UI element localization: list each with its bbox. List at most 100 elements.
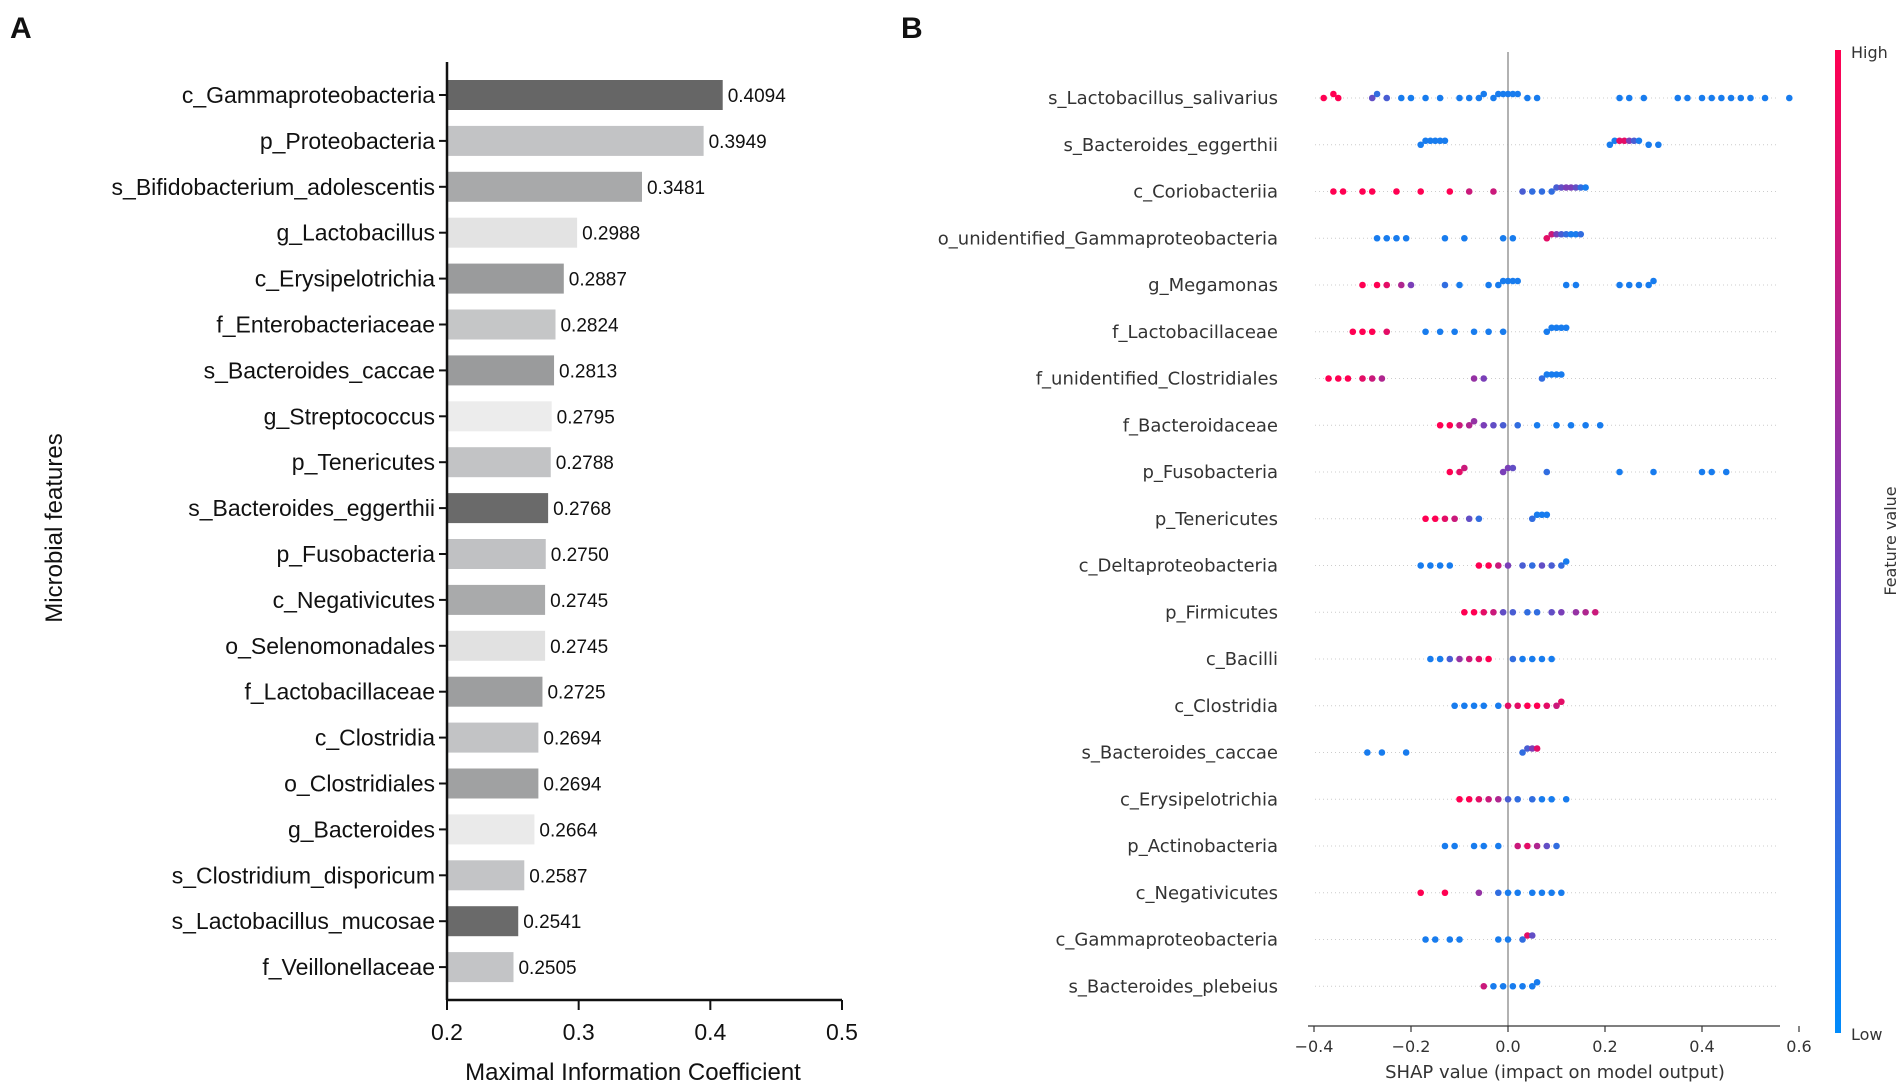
- x-tick-label: 0.0: [1495, 1037, 1520, 1056]
- shap-point: [1524, 932, 1531, 939]
- value-label: 0.2788: [556, 453, 614, 474]
- shap-point: [1558, 230, 1565, 238]
- shap-point: [1616, 281, 1623, 289]
- shap-point: [1645, 141, 1652, 149]
- shap-point: [1504, 936, 1512, 943]
- value-label: 0.2887: [569, 270, 627, 291]
- shap-point: [1519, 982, 1526, 990]
- shap-point: [1470, 328, 1478, 336]
- category-label: c_Erysipelotrichia: [255, 266, 435, 292]
- shap-point: [1562, 795, 1570, 803]
- panel-b-label: B: [901, 12, 923, 45]
- shap-point: [1543, 511, 1551, 519]
- shap-point: [1436, 655, 1444, 663]
- shap-point: [1504, 702, 1512, 710]
- shap-point: [1320, 94, 1327, 102]
- shap-point: [1490, 94, 1497, 102]
- shap-point: [1393, 234, 1400, 242]
- shap-point: [1650, 277, 1657, 285]
- feature-label: o_unidentified_Gammaproteobacteria: [938, 228, 1278, 249]
- shap-point: [1441, 137, 1449, 145]
- shap-point: [1625, 94, 1633, 102]
- feature-label: s_Bacteroides_caccae: [1081, 743, 1278, 764]
- x-tick-label: −0.2: [1392, 1037, 1431, 1056]
- colorbar-low-label: Low: [1851, 1025, 1883, 1044]
- shap-point: [1528, 889, 1536, 897]
- shap-point: [1747, 94, 1754, 102]
- shap-point: [1509, 90, 1517, 98]
- shap-point: [1364, 749, 1371, 756]
- bar-s_Bacteroides_eggerthii: [447, 493, 549, 524]
- shap-point: [1504, 90, 1512, 98]
- value-label: 0.2694: [543, 775, 602, 796]
- shap-point: [1548, 655, 1555, 663]
- shap-point: [1485, 328, 1492, 336]
- shap-point: [1470, 417, 1478, 425]
- shap-point: [1495, 90, 1502, 98]
- category-label: f_Veillonellaceae: [262, 954, 435, 980]
- value-label: 0.4094: [728, 86, 787, 107]
- shap-point: [1514, 421, 1521, 429]
- shap-point: [1325, 375, 1332, 382]
- shap-point: [1533, 702, 1541, 710]
- shap-point: [1339, 188, 1347, 195]
- shap-point: [1562, 324, 1570, 332]
- category-label: f_Enterobacteriaceae: [216, 312, 435, 338]
- shap-point: [1548, 795, 1555, 803]
- shap-point: [1533, 978, 1541, 986]
- value-label: 0.2745: [550, 591, 608, 612]
- shap-point: [1674, 94, 1682, 102]
- feature-label: p_Actinobacteria: [1127, 836, 1278, 857]
- shap-point: [1475, 515, 1483, 523]
- bar-f_Enterobacteriaceae: [447, 309, 556, 340]
- feature-label: f_Bacteroidaceae: [1123, 415, 1278, 436]
- shap-point: [1509, 464, 1517, 472]
- shap-point: [1519, 562, 1526, 569]
- shap-point: [1514, 702, 1521, 710]
- value-label: 0.2745: [550, 637, 608, 658]
- shap-point: [1441, 281, 1449, 289]
- panel-b-shap-beeswarm: s_Lactobacillus_salivarius s_Bacteroides_…: [938, 43, 1900, 1083]
- shap-point: [1509, 234, 1517, 242]
- shap-point: [1431, 515, 1439, 523]
- shap-point: [1528, 655, 1536, 663]
- shap-point: [1456, 94, 1463, 102]
- bar-c_Negativicutes: [447, 584, 546, 615]
- shap-point: [1470, 702, 1478, 710]
- shap-point: [1558, 608, 1565, 616]
- panel-a-bar-chart: c_Gammaproteobacteria p_Proteobacteria s_B…: [41, 62, 858, 1086]
- shap-point: [1446, 468, 1454, 476]
- shap-point: [1422, 328, 1429, 336]
- shap-point: [1456, 281, 1463, 289]
- shap-point: [1398, 281, 1405, 289]
- shap-point: [1383, 94, 1391, 102]
- shap-point: [1567, 230, 1575, 238]
- shap-point: [1538, 375, 1546, 382]
- shap-point: [1519, 936, 1526, 943]
- shap-point: [1528, 515, 1536, 523]
- shap-point: [1368, 94, 1376, 102]
- category-label: s_Lactobacillus_mucosae: [172, 908, 435, 934]
- value-label: 0.2694: [543, 729, 602, 750]
- shap-point: [1446, 562, 1454, 569]
- shap-point: [1514, 277, 1521, 285]
- shap-point: [1378, 375, 1386, 382]
- bar-o_Clostridiales: [447, 768, 539, 799]
- shap-point: [1451, 328, 1458, 336]
- shap-point: [1451, 702, 1458, 710]
- shap-point: [1548, 889, 1555, 897]
- colorbar-title: Feature value: [1881, 486, 1900, 595]
- shap-point: [1422, 94, 1429, 102]
- shap-point: [1495, 562, 1502, 569]
- shap-point: [1524, 702, 1531, 710]
- shap-point: [1558, 324, 1565, 332]
- feature-label: c_Coriobacteriia: [1133, 182, 1278, 203]
- shap-point: [1475, 94, 1483, 102]
- shap-point: [1495, 936, 1502, 943]
- value-label: 0.2541: [523, 912, 581, 933]
- shap-point: [1451, 515, 1458, 523]
- shap-point: [1383, 281, 1391, 289]
- shap-point: [1499, 608, 1507, 616]
- value-label: 0.2988: [582, 224, 640, 245]
- shap-point: [1334, 375, 1342, 382]
